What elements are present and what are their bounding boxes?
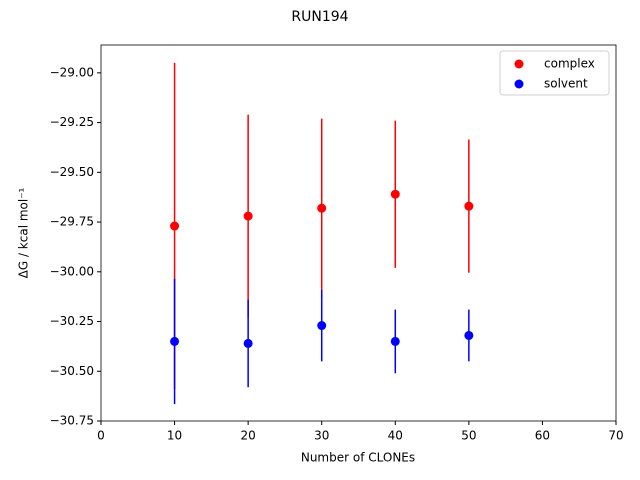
legend-marker [514,79,524,89]
point [170,221,180,231]
y-tick-label: −29.75 [50,215,94,229]
x-tick-label: 60 [535,429,550,443]
point [317,203,327,213]
x-tick-label: 20 [241,429,256,443]
x-tick-label: 0 [97,429,105,443]
y-tick-label: −30.25 [50,314,94,328]
y-tick-label: −29.25 [50,115,94,129]
legend-label: complex [544,57,595,71]
y-tick-label: −29.50 [50,165,94,179]
point [170,336,180,346]
y-tick-label: −30.75 [50,414,94,428]
x-axis-label: Number of CLONEs [301,451,415,465]
legend-label: solvent [544,77,588,91]
legend-box [499,50,610,96]
point [464,330,474,340]
x-tick-label: 10 [167,429,182,443]
x-tick-label: 50 [461,429,476,443]
legend-marker [514,59,524,69]
plot-frame [100,44,617,422]
y-tick-label: −30.00 [50,264,94,278]
point [390,336,400,346]
x-tick-label: 30 [314,429,329,443]
y-axis-label: ΔG / kcal mol⁻¹ [17,187,31,278]
point [243,338,253,348]
point [243,211,253,221]
point [390,189,400,199]
x-tick-label: 40 [388,429,403,443]
y-tick-label: −29.00 [50,65,94,79]
point [464,201,474,211]
y-tick-label: −30.50 [50,364,94,378]
x-tick-label: 70 [608,429,623,443]
point [317,321,327,331]
chart-title: RUN194 [291,9,348,25]
